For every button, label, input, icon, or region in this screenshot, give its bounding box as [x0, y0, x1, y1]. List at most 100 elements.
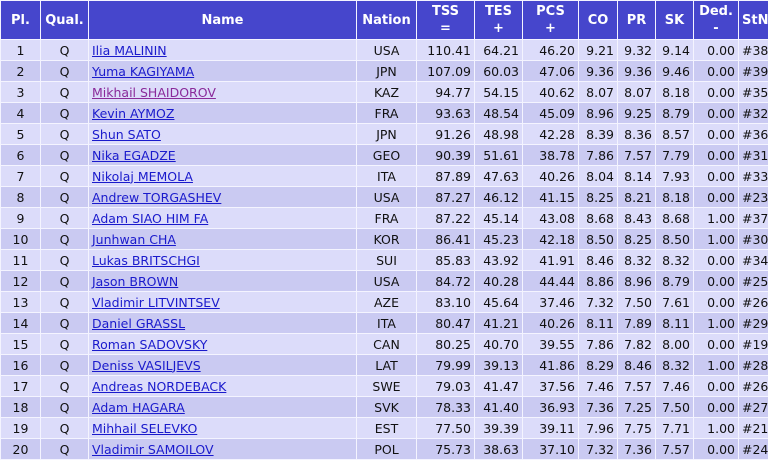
- co-cell: 7.86: [579, 334, 618, 355]
- skater-link[interactable]: Daniel GRASSL: [92, 316, 185, 331]
- deductions-cell: 0.00: [694, 61, 739, 82]
- nation-cell: FRA: [357, 208, 417, 229]
- skater-link[interactable]: Mikhail SHAIDOROV: [92, 85, 216, 100]
- nation-cell: SUI: [357, 250, 417, 271]
- skater-link[interactable]: Junhwan CHA: [92, 232, 176, 247]
- tss-cell: 77.50: [417, 418, 475, 439]
- deductions-cell: 0.00: [694, 166, 739, 187]
- sk-cell: 8.00: [656, 334, 694, 355]
- skater-name-cell: Kevin AYMOZ: [89, 103, 357, 124]
- header-label: Pl.: [11, 13, 30, 28]
- sk-cell: 8.11: [656, 313, 694, 334]
- co-cell: 8.39: [579, 124, 618, 145]
- tes-cell: 38.63: [475, 439, 523, 460]
- skater-name-cell: Mikhail SHAIDOROV: [89, 82, 357, 103]
- place-cell: 12: [1, 271, 41, 292]
- skater-link[interactable]: Yuma KAGIYAMA: [92, 64, 194, 79]
- skater-link[interactable]: Vladimir LITVINTSEV: [92, 295, 220, 310]
- qualification-cell: Q: [41, 418, 89, 439]
- qualification-cell: Q: [41, 397, 89, 418]
- skater-link[interactable]: Ilia MALININ: [92, 43, 167, 58]
- sk-cell: 8.57: [656, 124, 694, 145]
- place-cell: 14: [1, 313, 41, 334]
- nation-cell: USA: [357, 271, 417, 292]
- tss-cell: 86.41: [417, 229, 475, 250]
- pr-cell: 7.57: [618, 145, 656, 166]
- skater-link[interactable]: Nikolaj MEMOLA: [92, 169, 193, 184]
- co-cell: 7.46: [579, 376, 618, 397]
- start-number-cell: #36: [739, 124, 768, 145]
- skater-link[interactable]: Deniss VASILJEVS: [92, 358, 201, 373]
- start-number-cell: #39: [739, 61, 768, 82]
- nation-cell: KAZ: [357, 82, 417, 103]
- qualification-cell: Q: [41, 250, 89, 271]
- header-label: PR: [627, 13, 647, 28]
- column-header: Qual.: [41, 1, 89, 40]
- nation-cell: USA: [357, 40, 417, 61]
- skater-link[interactable]: Kevin AYMOZ: [92, 106, 174, 121]
- pcs-cell: 40.26: [523, 313, 579, 334]
- qualification-cell: Q: [41, 166, 89, 187]
- skater-link[interactable]: Lukas BRITSCHGI: [92, 253, 200, 268]
- qualification-cell: Q: [41, 313, 89, 334]
- skater-name-cell: Daniel GRASSL: [89, 313, 357, 334]
- pcs-cell: 47.06: [523, 61, 579, 82]
- place-cell: 5: [1, 124, 41, 145]
- sk-cell: 7.79: [656, 145, 694, 166]
- co-cell: 8.07: [579, 82, 618, 103]
- skater-link[interactable]: Vladimir SAMOILOV: [92, 442, 214, 457]
- pr-cell: 7.36: [618, 439, 656, 460]
- skater-link[interactable]: Jason BROWN: [92, 274, 178, 289]
- column-header: Name: [89, 1, 357, 40]
- place-cell: 2: [1, 61, 41, 82]
- place-cell: 13: [1, 292, 41, 313]
- skater-link[interactable]: Andreas NORDEBACK: [92, 379, 226, 394]
- skater-link[interactable]: Nika EGADZE: [92, 148, 176, 163]
- sk-cell: 8.68: [656, 208, 694, 229]
- pcs-cell: 36.93: [523, 397, 579, 418]
- skater-link[interactable]: Mihhail SELEVKO: [92, 421, 197, 436]
- skater-link[interactable]: Shun SATO: [92, 127, 161, 142]
- tes-cell: 64.21: [475, 40, 523, 61]
- column-header: Nation: [357, 1, 417, 40]
- skater-link[interactable]: Andrew TORGASHEV: [92, 190, 221, 205]
- deductions-cell: 0.00: [694, 103, 739, 124]
- start-number-cell: #32: [739, 103, 768, 124]
- tes-cell: 60.03: [475, 61, 523, 82]
- qualification-cell: Q: [41, 229, 89, 250]
- skater-link[interactable]: Roman SADOVSKY: [92, 337, 207, 352]
- qualification-cell: Q: [41, 145, 89, 166]
- pcs-cell: 41.86: [523, 355, 579, 376]
- tes-cell: 40.28: [475, 271, 523, 292]
- skater-link[interactable]: Adam SIAO HIM FA: [92, 211, 208, 226]
- nation-cell: LAT: [357, 355, 417, 376]
- sk-cell: 8.50: [656, 229, 694, 250]
- pr-cell: 7.75: [618, 418, 656, 439]
- skater-link[interactable]: Adam HAGARA: [92, 400, 185, 415]
- deductions-cell: 0.00: [694, 271, 739, 292]
- tes-cell: 39.13: [475, 355, 523, 376]
- place-cell: 11: [1, 250, 41, 271]
- deductions-cell: 0.00: [694, 376, 739, 397]
- tss-cell: 85.83: [417, 250, 475, 271]
- tes-cell: 48.98: [475, 124, 523, 145]
- skater-name-cell: Nika EGADZE: [89, 145, 357, 166]
- tes-cell: 40.70: [475, 334, 523, 355]
- deductions-cell: 0.00: [694, 250, 739, 271]
- column-header: SK: [656, 1, 694, 40]
- tes-cell: 48.54: [475, 103, 523, 124]
- sk-cell: 9.14: [656, 40, 694, 61]
- nation-cell: GEO: [357, 145, 417, 166]
- start-number-cell: #28: [739, 355, 768, 376]
- qualification-cell: Q: [41, 355, 89, 376]
- nation-cell: POL: [357, 439, 417, 460]
- qualification-cell: Q: [41, 208, 89, 229]
- pr-cell: 8.96: [618, 271, 656, 292]
- sk-cell: 7.50: [656, 397, 694, 418]
- qualification-cell: Q: [41, 187, 89, 208]
- pcs-cell: 37.56: [523, 376, 579, 397]
